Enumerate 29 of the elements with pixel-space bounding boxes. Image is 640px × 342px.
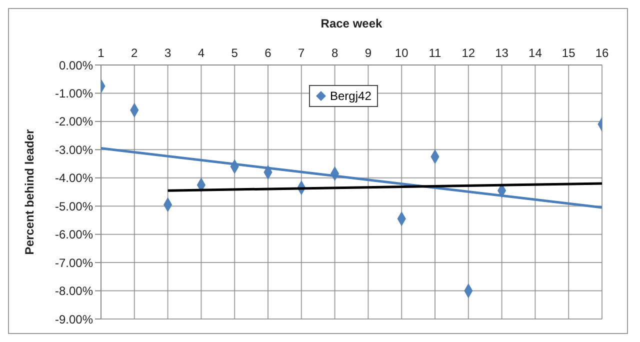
x-tick-label: 8: [331, 46, 338, 60]
y-axis-title: Percent behind leader: [22, 128, 36, 255]
x-tick-label: 14: [528, 46, 542, 60]
x-tick-label: 2: [131, 46, 138, 60]
x-tick-label: 12: [462, 46, 476, 60]
x-axis-title: Race week: [320, 16, 383, 31]
x-tick-label: 16: [595, 46, 609, 60]
y-tick-label: -2.00%: [54, 114, 94, 129]
y-tick-label: -9.00%: [54, 312, 94, 326]
x-tick-label: 1: [98, 46, 105, 60]
x-tick-label: 5: [231, 46, 238, 60]
y-tick-label: 0.00%: [58, 58, 94, 72]
x-tick-label: 13: [495, 46, 509, 60]
y-tick-label: -7.00%: [54, 256, 94, 270]
y-tick-label: -8.00%: [54, 284, 94, 298]
x-tick-label: 9: [364, 46, 372, 60]
y-tick-label: -6.00%: [54, 228, 94, 242]
x-tick-label: 15: [562, 46, 576, 60]
x-tick-label: 6: [264, 46, 272, 60]
x-tick-label: 7: [298, 46, 306, 60]
x-tick-label: 10: [394, 46, 409, 60]
x-tick-label: 4: [198, 46, 205, 60]
y-tick-label: -5.00%: [54, 199, 94, 214]
y-tick-label: -4.00%: [54, 171, 94, 186]
legend-label: Bergj42: [330, 89, 372, 103]
y-tick-label: -1.00%: [54, 86, 94, 100]
x-tick-label: 3: [164, 46, 172, 60]
y-tick-label: -3.00%: [54, 142, 94, 157]
x-tick-label: 11: [428, 46, 442, 60]
